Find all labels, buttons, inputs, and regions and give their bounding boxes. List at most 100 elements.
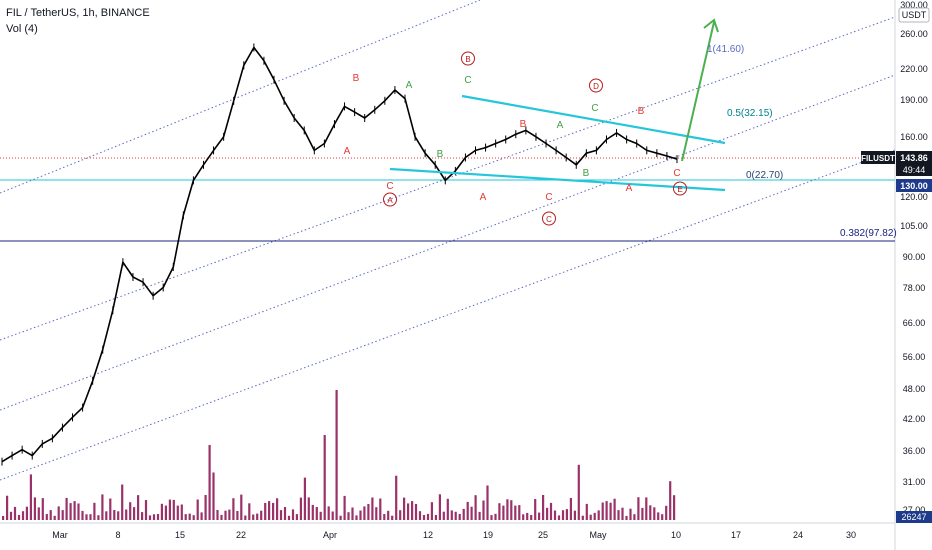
triangle-pattern — [389, 94, 726, 192]
time-tick-label: 25 — [538, 530, 548, 540]
time-tick-label: Mar — [52, 530, 68, 540]
volume-bar — [486, 485, 489, 520]
volume-bar — [430, 502, 433, 520]
volume-bar — [530, 515, 533, 520]
wave-circle — [542, 211, 556, 226]
volume-bar — [93, 502, 96, 520]
volume-bar — [577, 464, 580, 520]
time-tick-label: 15 — [175, 530, 185, 540]
volume-bar — [303, 477, 306, 520]
volume-bar — [331, 511, 334, 520]
volume-bar — [407, 503, 410, 520]
volume-bar — [573, 510, 576, 520]
volume-bar — [502, 505, 505, 520]
volume-bar — [101, 494, 104, 520]
volume-bar — [319, 511, 322, 520]
volume-bar — [168, 499, 171, 520]
volume-bar — [220, 514, 223, 520]
volume-bar — [613, 498, 616, 520]
channel-line-2 — [0, 16, 896, 341]
volume-bar — [141, 512, 144, 520]
volume-bar — [399, 510, 402, 520]
time-tick-label: Apr — [323, 530, 337, 540]
volume-bar — [232, 498, 235, 520]
price-tick-label: 66.00 — [903, 318, 926, 328]
time-tick-label: 30 — [846, 530, 856, 540]
volume-bar — [546, 507, 549, 520]
volume-bars — [2, 390, 676, 520]
volume-bar — [383, 514, 386, 520]
volume-bar — [665, 505, 668, 520]
volume-bar — [144, 500, 148, 520]
volume-bar — [454, 511, 457, 520]
wave-label: A — [387, 196, 393, 205]
volume-bar — [240, 494, 243, 520]
volume-bar — [371, 497, 374, 520]
volume-bar — [339, 515, 342, 520]
volume-bar — [244, 515, 247, 520]
wave-label: A — [344, 146, 351, 157]
countdown-text: 49:44 — [903, 165, 926, 175]
volume-bar — [609, 502, 612, 520]
time-tick-label: 8 — [115, 530, 120, 540]
volume-bar — [109, 498, 112, 520]
volume-bar — [657, 512, 660, 520]
price-tick-label: 27.00 — [903, 505, 926, 515]
volume-bar — [426, 513, 430, 520]
volume-bar — [518, 505, 521, 520]
volume-bar — [291, 509, 295, 520]
volume-bar — [585, 503, 588, 520]
wave-circle — [589, 78, 603, 93]
price-tick-label: 42.00 — [903, 414, 926, 424]
wave-label: B — [353, 73, 360, 84]
symbol-title[interactable]: FIL / TetherUS, 1h, BINANCE — [6, 7, 150, 19]
wave-circle — [383, 192, 397, 207]
wave-label: B — [520, 119, 527, 130]
channel-line-1 — [0, 0, 481, 194]
volume-bar — [414, 504, 418, 520]
volume-bar — [2, 516, 5, 520]
volume-bar — [85, 514, 88, 520]
price-scale[interactable]: 300.00 260.00 220.00 190.00 160.00 120.00 105.… — [900, 0, 928, 515]
price-tick-label: 220.00 — [900, 64, 928, 74]
volume-bar — [498, 503, 501, 520]
volume-bar — [37, 507, 40, 520]
volume-bar — [450, 510, 453, 520]
volume-bar — [629, 508, 632, 520]
parallel-channel — [0, 0, 896, 481]
volume-bar — [216, 510, 219, 520]
volume-bar — [621, 507, 624, 520]
volume-bar — [669, 481, 672, 520]
volume-indicator-title[interactable]: Vol (4) — [6, 23, 38, 35]
volume-bar — [248, 503, 251, 520]
volume-bar — [347, 512, 350, 520]
time-scale[interactable]: Mar 8 15 22 Apr 12 19 25 May 10 17 24 30 — [52, 530, 856, 540]
volume-bar — [375, 507, 378, 520]
volume-value-text: 26247 — [901, 512, 926, 522]
volume-bar — [395, 475, 398, 520]
volume-bar — [379, 498, 382, 520]
wave-label: C — [464, 75, 471, 86]
volume-bar — [212, 472, 215, 520]
volume-bar — [363, 506, 366, 520]
volume-bar — [188, 513, 191, 520]
volume-bar — [256, 513, 259, 520]
currency-badge[interactable]: USDT — [898, 7, 930, 23]
volume-bar — [6, 495, 9, 520]
wave-label: A — [626, 183, 633, 194]
volume-bar — [411, 501, 414, 520]
volume-bar — [633, 514, 636, 520]
volume-bar — [77, 503, 80, 520]
volume-bar — [29, 474, 32, 520]
volume-bar — [228, 509, 231, 520]
price-line — [1, 46, 678, 463]
time-tick-label: 22 — [236, 530, 246, 540]
volume-bar — [359, 510, 362, 520]
volume-bar — [565, 509, 568, 520]
volume-bar — [287, 515, 291, 520]
volume-bar — [121, 484, 124, 520]
volume-bar — [526, 512, 529, 520]
level-price-tag: 130.00 — [896, 179, 932, 192]
projection-arrow[interactable] — [681, 18, 719, 162]
